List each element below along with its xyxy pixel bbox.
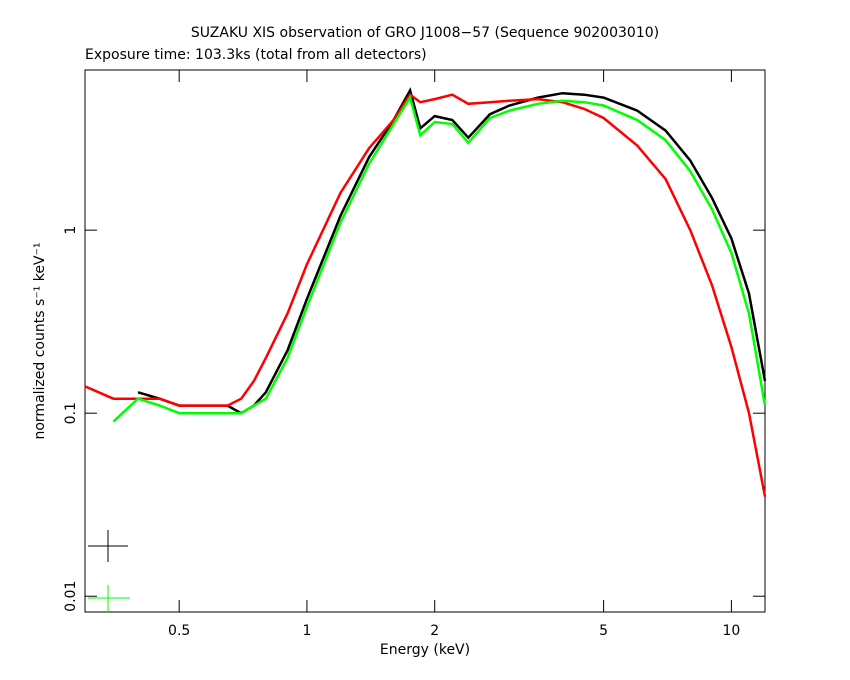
x-tick-label: 0.5 [168, 623, 190, 639]
x-tick-label: 1 [302, 623, 311, 639]
y-tick-label: 0.1 [63, 402, 79, 424]
y-tick-label: 1 [63, 226, 79, 235]
chart-title: SUZAKU XIS observation of GRO J1008−57 (… [191, 25, 659, 41]
x-tick-label: 2 [430, 623, 439, 639]
x-axis-label: Energy (keV) [380, 642, 470, 658]
chart-subtitle: Exposure time: 103.3ks (total from all d… [85, 47, 427, 63]
data-line [137, 87, 767, 415]
data-line [112, 94, 767, 423]
y-axis-label: normalized counts s⁻¹ keV⁻¹ [32, 242, 48, 439]
x-tick-label: 5 [599, 623, 608, 639]
y-tick-label: 0.01 [63, 581, 79, 612]
plot-frame [84, 69, 766, 613]
x-tick-label: 10 [722, 623, 740, 639]
legend-crosses [88, 585, 130, 611]
legend-crosses [88, 530, 128, 562]
data-line [84, 92, 767, 497]
